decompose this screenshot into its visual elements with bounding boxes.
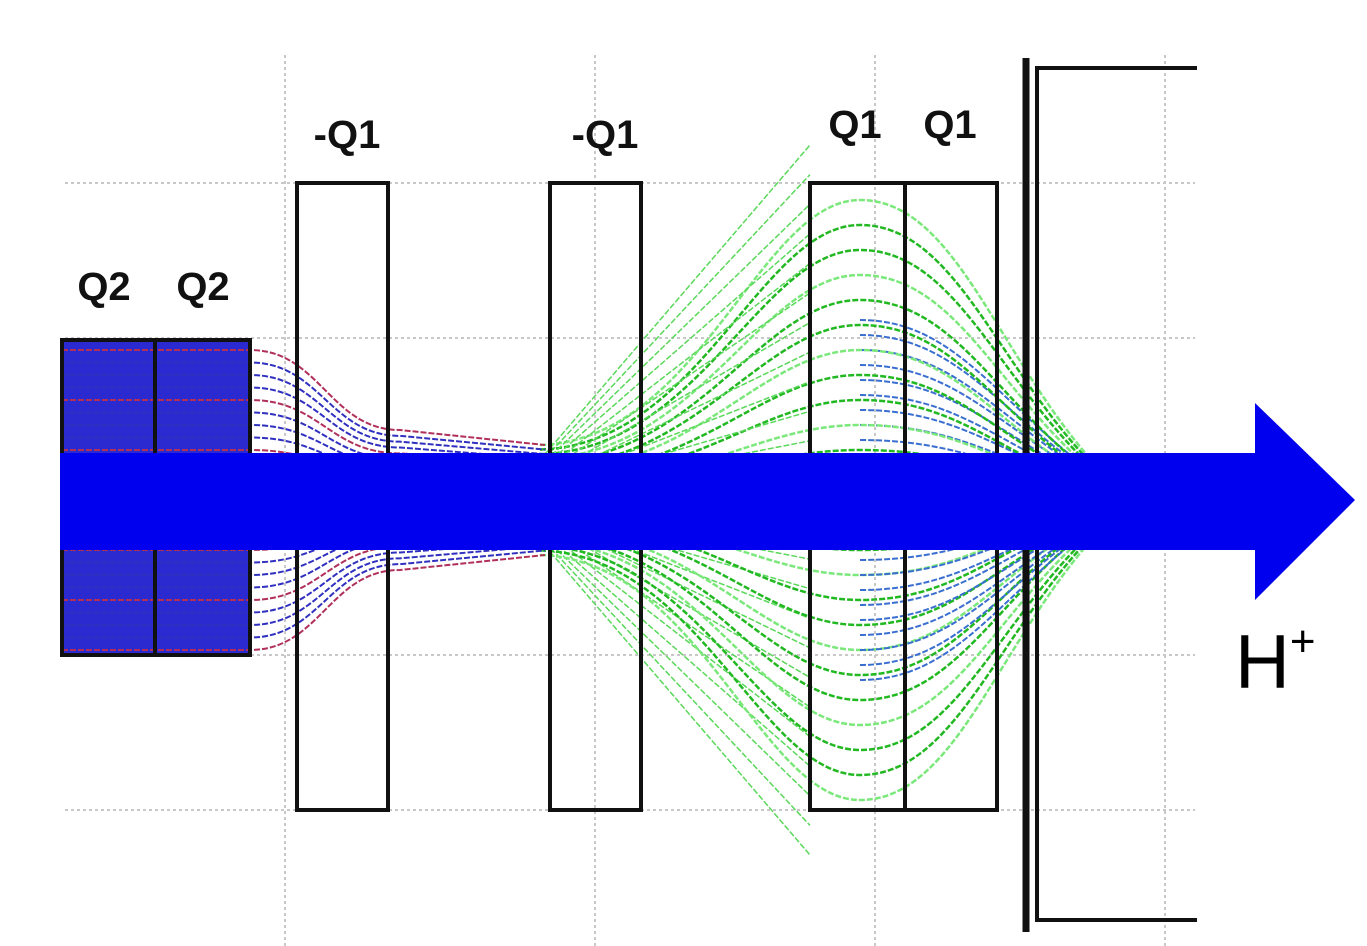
trajectory: [539, 174, 811, 464]
trajectory: [859, 510, 1111, 636]
beam-arrow: [60, 403, 1355, 600]
trajectory: [539, 510, 1111, 677]
trajectory: [539, 348, 1111, 492]
trajectory: [539, 512, 1111, 702]
trajectory: [539, 536, 811, 826]
trajectory: [62, 361, 546, 451]
trajectory: [539, 262, 811, 474]
trajectory: [859, 409, 1111, 494]
element-label: -Q1: [572, 113, 639, 157]
trajectory: [539, 515, 1111, 752]
trajectory: [539, 410, 811, 491]
trajectory: [539, 514, 1111, 727]
beam-charge: +: [1290, 617, 1316, 666]
trajectory: [539, 233, 811, 471]
trajectory: [62, 386, 546, 460]
trajectory: [62, 540, 546, 614]
trajectory: [62, 544, 546, 626]
element-label: Q2: [176, 265, 229, 309]
trajectory: [62, 374, 546, 456]
trajectory: [539, 203, 811, 468]
trajectory: [62, 349, 546, 446]
trajectory: [539, 298, 1111, 488]
trajectory: [539, 508, 1111, 652]
trajectory: [539, 198, 1111, 481]
element-label: Q1: [828, 103, 881, 147]
trajectory: [539, 539, 811, 856]
trajectory: [539, 248, 1111, 485]
trajectory: [539, 532, 811, 797]
trajectory: [539, 273, 1111, 486]
element-label: Q2: [77, 265, 130, 309]
trajectory: [62, 549, 546, 639]
beam-symbol: H: [1235, 620, 1290, 705]
beam-label: H+: [1235, 617, 1316, 705]
trajectory: [539, 519, 1111, 802]
trajectory: [62, 399, 546, 465]
trajectory: [539, 323, 1111, 490]
trajectory: [62, 535, 546, 601]
trajectory: [539, 526, 811, 738]
trajectory: [539, 223, 1111, 483]
trajectory: [539, 517, 1111, 777]
element-label: -Q1: [314, 113, 381, 157]
trajectory: [62, 554, 546, 651]
trajectory: [539, 529, 811, 767]
trajectory: [539, 292, 811, 478]
trajectory: [859, 364, 1111, 490]
element-label: Q1: [923, 103, 976, 147]
trajectory: [539, 144, 811, 461]
trajectory: [859, 506, 1111, 591]
